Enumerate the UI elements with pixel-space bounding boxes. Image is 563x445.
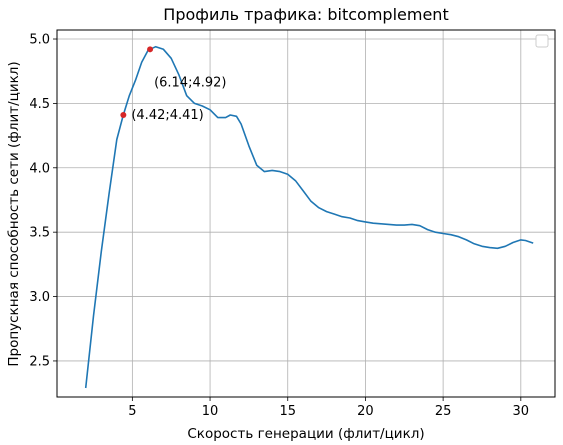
point-annotation: (4.42;4.41): [131, 108, 203, 123]
y-tick-label: 2.5: [29, 354, 50, 369]
point-annotation: (6.14;4.92): [154, 75, 226, 90]
x-tick-label: 15: [279, 404, 296, 419]
y-tick-label: 3.0: [29, 290, 50, 305]
y-tick-label: 4.0: [29, 161, 50, 176]
y-axis-label: Пропускная способность сети (флит/цикл): [6, 61, 22, 366]
y-tick-label: 3.5: [29, 226, 50, 241]
legend: [535, 34, 549, 48]
x-axis-label: Скорость генерации (флит/цикл): [187, 426, 424, 442]
highlight-point: [120, 111, 127, 118]
x-tick-label: 30: [513, 404, 530, 419]
plot-frame: [56, 29, 556, 398]
grid: [57, 30, 555, 397]
annotations: (4.42;4.41) (6.14;4.92): [120, 46, 226, 123]
chart-title: Профиль трафика: bitcomplement: [163, 5, 448, 24]
ticks: 5 10 15 20 25 30 2.5 3.0 3.5 4.0 4.5 5.0: [29, 33, 529, 419]
highlight-point: [147, 46, 154, 53]
x-tick-label: 20: [357, 404, 374, 419]
y-tick-label: 4.5: [29, 97, 50, 112]
x-tick-label: 5: [128, 404, 136, 419]
x-tick-label: 10: [202, 404, 219, 419]
y-tick-label: 5.0: [29, 33, 50, 48]
x-tick-label: 25: [435, 404, 452, 419]
legend-frame: [535, 34, 549, 48]
